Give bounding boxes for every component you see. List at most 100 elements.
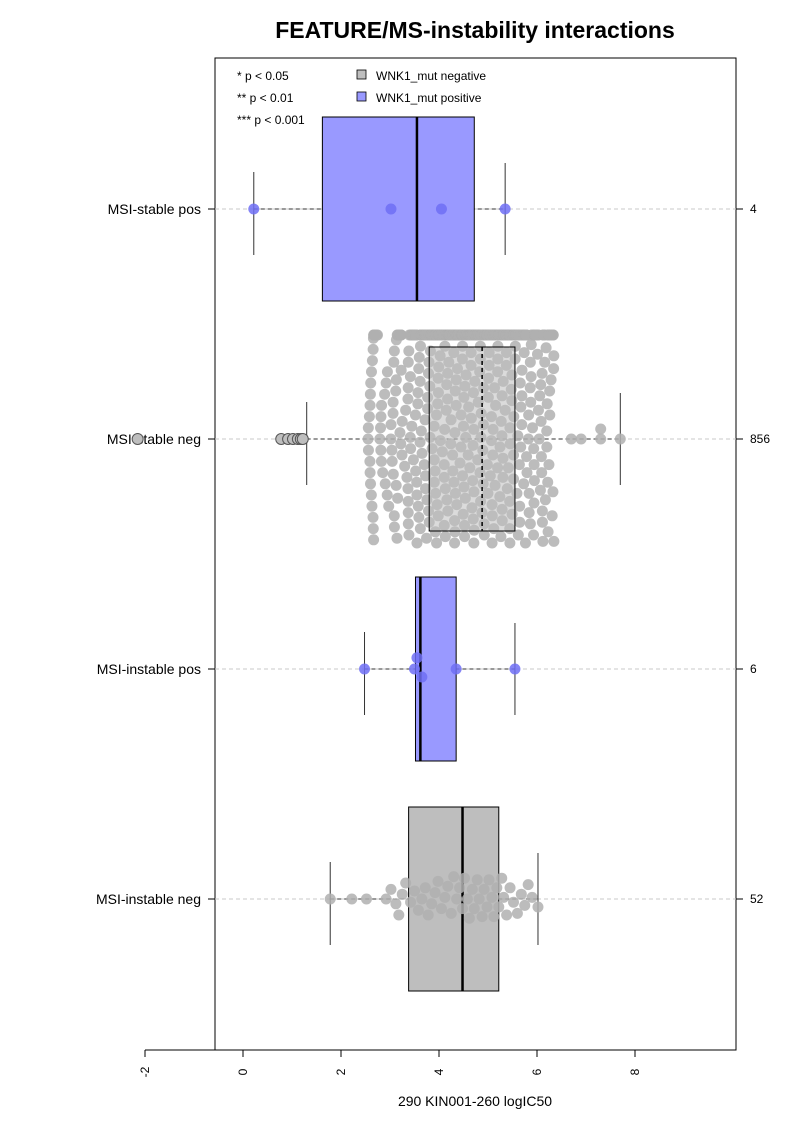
data-point <box>515 401 527 413</box>
data-point <box>367 511 379 523</box>
data-point <box>457 903 469 915</box>
data-point <box>528 497 540 509</box>
data-point <box>523 487 535 499</box>
data-point <box>540 342 552 354</box>
data-point <box>445 907 457 919</box>
data-point <box>526 891 538 903</box>
data-point <box>402 483 414 495</box>
data-point <box>439 891 451 903</box>
data-point <box>367 343 379 355</box>
data-point <box>406 420 418 432</box>
data-point <box>416 671 428 683</box>
data-point <box>496 872 508 884</box>
data-point <box>412 904 424 916</box>
data-point <box>519 899 531 911</box>
data-point <box>375 411 387 423</box>
data-point <box>362 433 374 445</box>
data-point <box>459 531 471 543</box>
data-point <box>364 467 376 479</box>
data-point <box>407 454 419 466</box>
data-point <box>426 898 438 910</box>
data-point <box>575 433 587 445</box>
x-tick-label: 6 <box>530 1068 544 1075</box>
data-point <box>547 329 559 341</box>
data-point <box>380 893 392 905</box>
data-point <box>371 329 383 341</box>
data-point <box>383 500 395 512</box>
data-point <box>364 455 376 467</box>
data-point <box>363 411 375 423</box>
data-point <box>379 388 391 400</box>
data-point <box>614 433 626 445</box>
data-point <box>543 459 555 471</box>
data-point <box>412 398 424 410</box>
data-point <box>509 663 521 675</box>
data-point <box>535 415 547 427</box>
data-point <box>595 433 607 445</box>
data-point <box>414 340 426 352</box>
significance-legend-item: *** p < 0.001 <box>237 113 305 127</box>
data-point <box>595 423 607 435</box>
data-point <box>513 459 525 471</box>
data-point <box>365 377 377 389</box>
legend-swatch <box>356 69 367 80</box>
data-point <box>432 875 444 887</box>
count-label-msi-instable-pos: 6 <box>750 662 757 676</box>
data-point <box>458 872 470 884</box>
data-point <box>409 663 420 675</box>
count-label-msi-stable-neg: 856 <box>750 432 770 446</box>
data-point <box>471 874 483 886</box>
data-point <box>461 893 473 905</box>
data-point <box>429 887 441 899</box>
data-point <box>532 404 544 416</box>
x-tick-label: 4 <box>432 1068 446 1075</box>
data-point <box>385 883 397 895</box>
data-point <box>544 385 556 397</box>
box-group-msi-stable-pos <box>248 116 511 302</box>
data-point <box>524 518 536 530</box>
significance-legend-item: * p < 0.05 <box>237 69 289 83</box>
data-point <box>405 896 417 908</box>
data-point <box>385 203 397 215</box>
data-point <box>535 379 547 391</box>
data-point <box>525 339 537 351</box>
data-point <box>388 510 400 522</box>
data-point <box>439 531 451 543</box>
data-point <box>542 476 554 488</box>
data-point <box>533 433 545 445</box>
data-point <box>536 516 548 528</box>
data-point <box>478 529 490 541</box>
data-point <box>380 377 392 389</box>
data-point <box>366 500 378 512</box>
data-point <box>414 436 426 448</box>
data-point <box>388 521 400 533</box>
data-point <box>386 444 398 456</box>
iqr-box <box>428 346 516 532</box>
data-point <box>486 891 498 903</box>
data-point <box>410 465 422 477</box>
data-point <box>396 449 408 461</box>
data-point <box>419 470 431 482</box>
data-point <box>374 433 386 445</box>
data-point <box>528 475 540 487</box>
data-point <box>515 888 527 900</box>
data-point <box>514 516 526 528</box>
grid-lines <box>215 208 736 900</box>
data-point <box>412 387 424 399</box>
data-point <box>394 427 406 439</box>
data-point <box>514 500 526 512</box>
data-point <box>402 518 414 530</box>
data-point <box>454 882 466 894</box>
data-point <box>395 364 407 376</box>
x-tick-label: -2 <box>138 1066 152 1077</box>
data-point <box>541 425 553 437</box>
data-point <box>486 537 498 549</box>
data-point <box>548 535 560 547</box>
data-point <box>547 486 559 498</box>
data-point <box>364 399 376 411</box>
data-point <box>522 433 534 445</box>
data-point <box>525 396 537 408</box>
significance-legend-item: ** p < 0.01 <box>237 91 294 105</box>
data-point <box>528 529 540 541</box>
data-point <box>346 893 358 905</box>
